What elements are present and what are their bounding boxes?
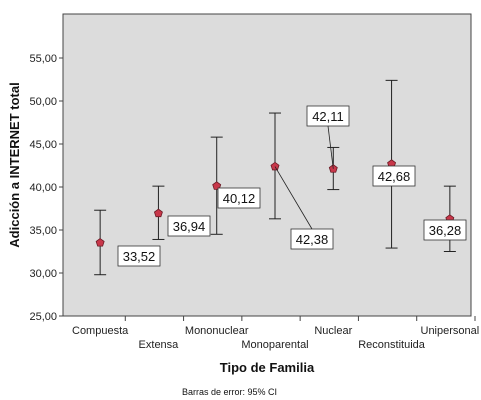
chart-marks: [94, 79, 456, 276]
y-tick-label: 45,00: [29, 139, 57, 151]
data-labels: 33,52 36,94 40,12 42,38 42,11 42,68 36,28: [117, 105, 467, 267]
mean-marker: [153, 208, 163, 218]
data-label-box: [167, 215, 211, 237]
data-label: 42,68: [378, 169, 411, 184]
x-axis-title: Tipo de Familia: [220, 360, 315, 375]
data-label-box: [306, 105, 350, 127]
data-label: 36,94: [173, 219, 206, 234]
data-label: 42,11: [312, 109, 344, 124]
data-label-box: [372, 165, 416, 187]
x-tick-label: Nuclear: [314, 325, 352, 337]
x-tick-label: Reconstituida: [358, 339, 426, 351]
data-label-box: [217, 187, 261, 209]
y-tick-label: 25,00: [29, 311, 57, 323]
data-label: 36,28: [429, 223, 462, 238]
x-axis: Compuesta Extensa Mononuclear Monoparental N…: [72, 316, 479, 351]
y-tick-label: 50,00: [29, 96, 57, 108]
mean-marker: [212, 181, 222, 190]
data-label: 40,12: [223, 191, 256, 206]
x-tick-label: Compuesta: [72, 325, 129, 337]
label-leader-line: [274, 166, 313, 230]
y-tick-label: 55,00: [29, 53, 57, 65]
y-tick-label: 35,00: [29, 225, 57, 237]
x-tick-label: Unipersonal: [421, 325, 480, 337]
x-tick-label: Extensa: [139, 339, 180, 351]
x-tick-label: Monoparental: [241, 339, 308, 351]
x-tick-label: Mononuclear: [185, 325, 249, 337]
data-label: 42,38: [296, 232, 329, 247]
data-label-box: [423, 219, 467, 241]
label-leader-line: [327, 125, 334, 169]
data-label: 33,52: [123, 249, 156, 264]
mean-marker: [95, 238, 105, 247]
y-axis: 25,00 30,00 35,00 40,00 45,00 50,00 55,00: [29, 53, 63, 323]
mean-marker: [270, 161, 280, 171]
y-tick-label: 40,00: [29, 182, 57, 194]
data-label-box: [290, 228, 334, 250]
y-tick-label: 30,00: [29, 268, 57, 280]
data-label-box: [117, 245, 161, 267]
plot-area: [62, 13, 472, 317]
footnote: Barras de error: 95% CI: [182, 387, 277, 397]
y-axis-title: Adicción a INTERNET total: [7, 82, 22, 247]
